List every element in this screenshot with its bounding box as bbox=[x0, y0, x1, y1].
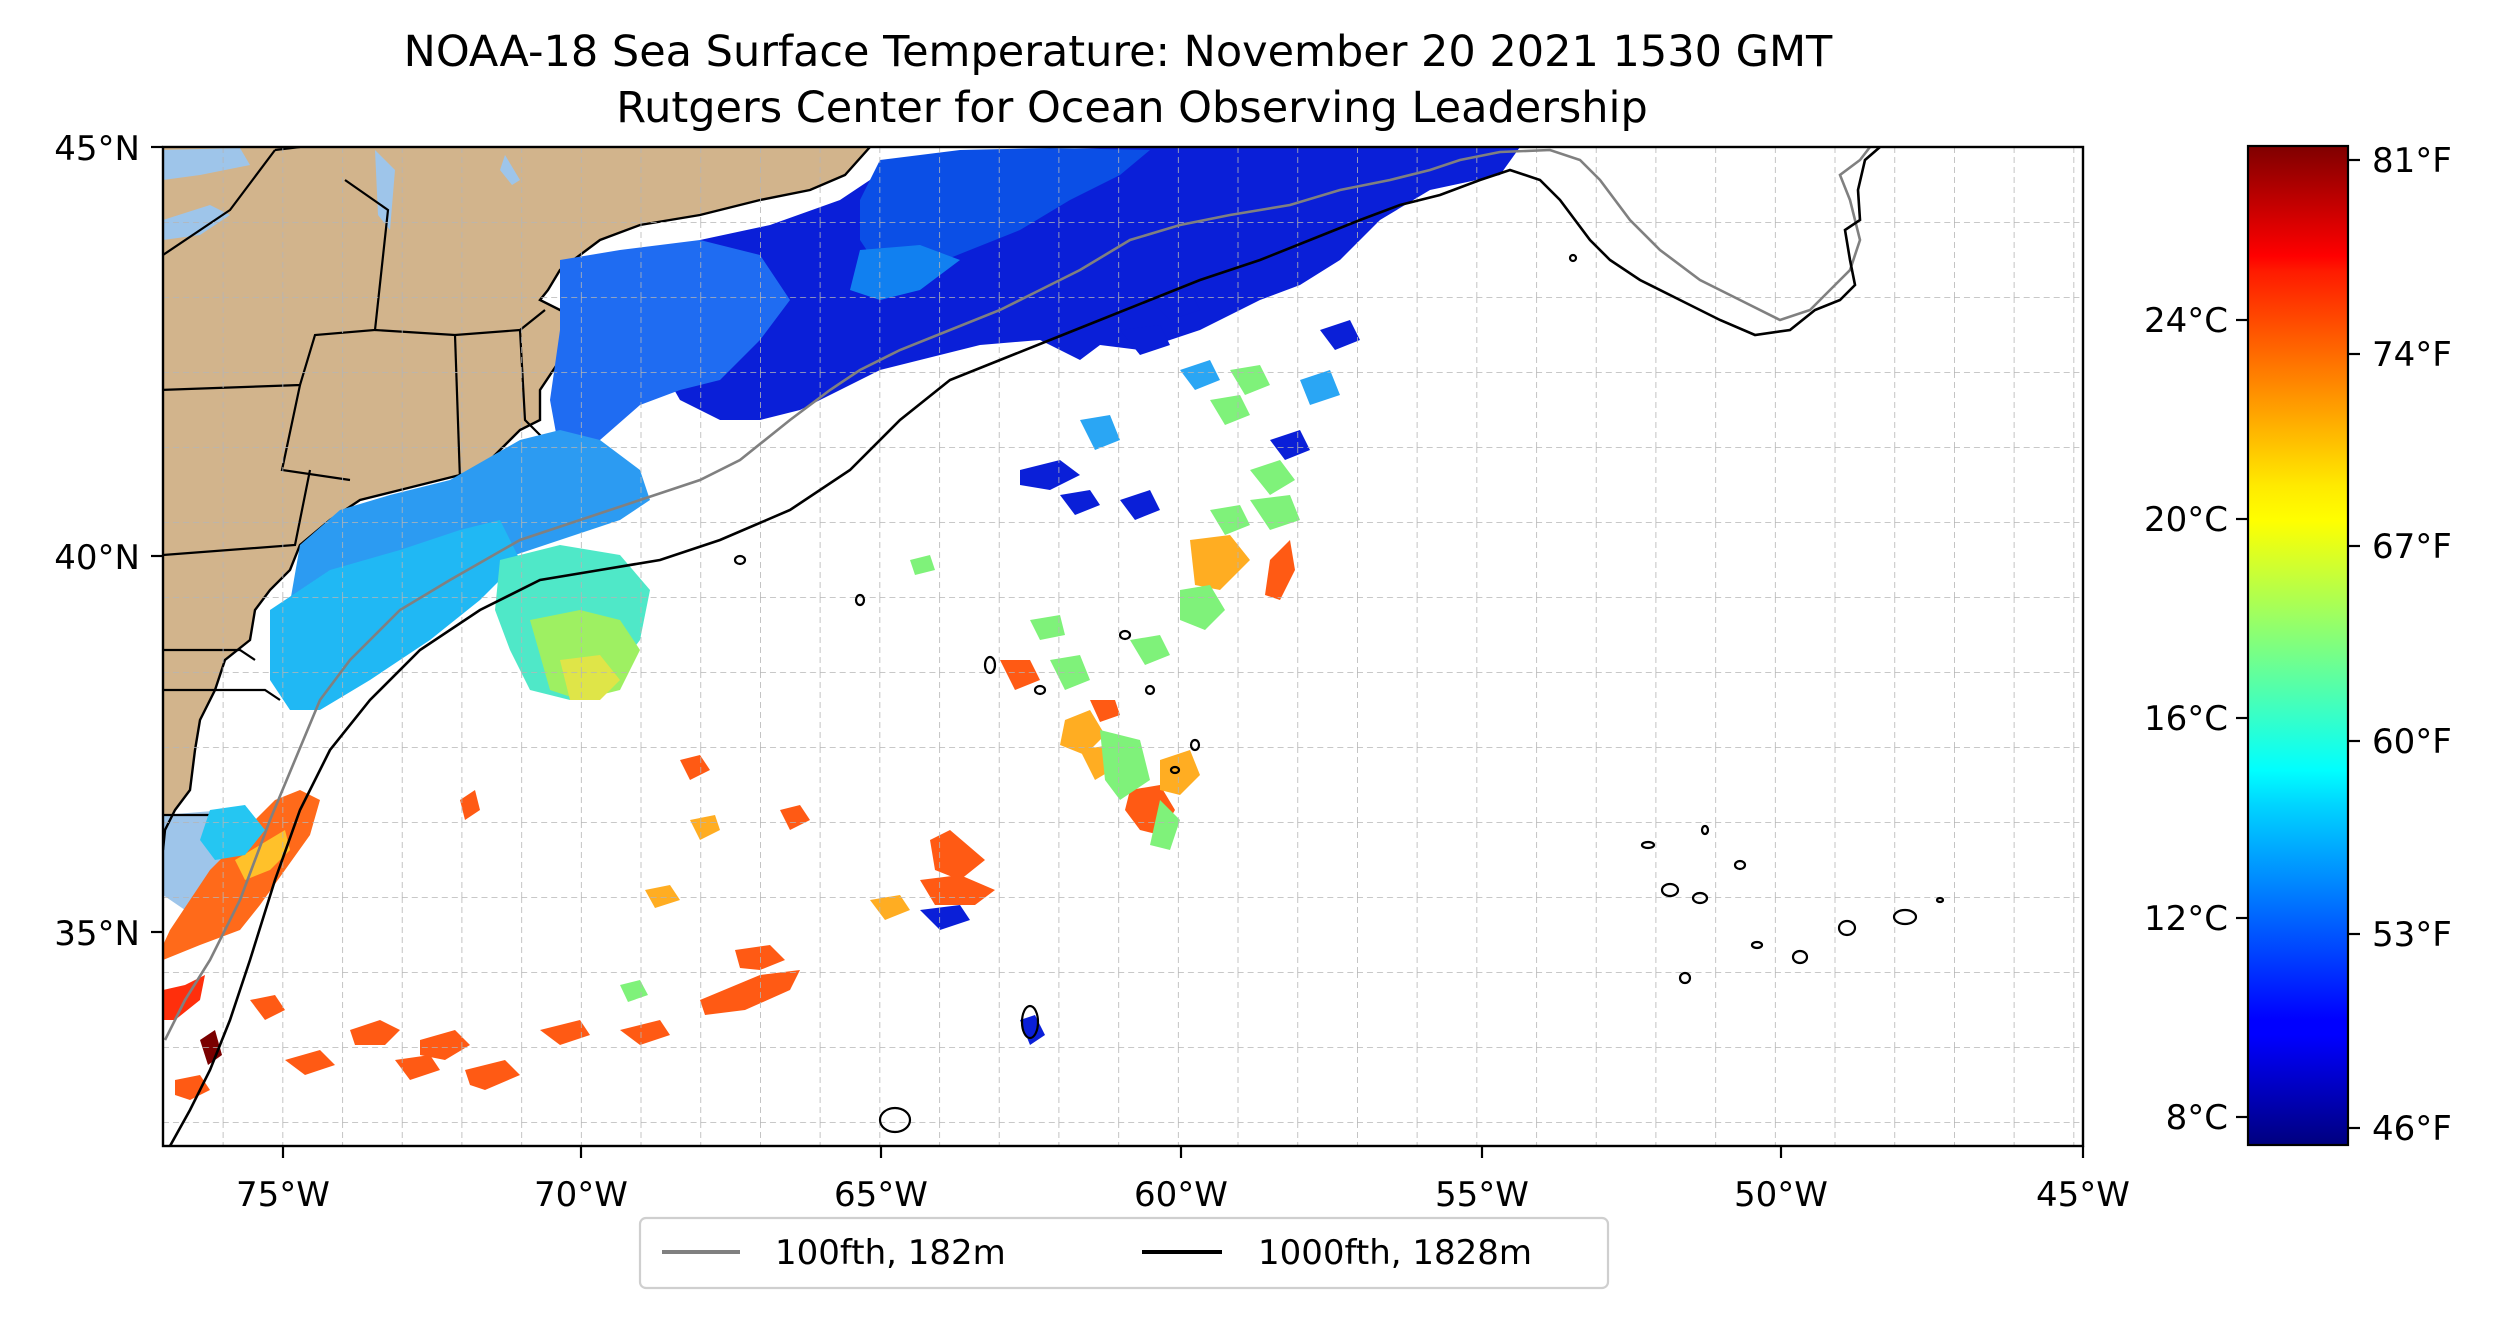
lon-tick-labels: 75°W 70°W 65°W 60°W 55°W 50°W 45°W bbox=[236, 1175, 2130, 1215]
colorbar-celsius-label: 12°C bbox=[2144, 899, 2228, 939]
isobath-1000fth bbox=[168, 147, 1881, 1146]
legend-box bbox=[638, 1216, 1610, 1290]
colorbar-gradient bbox=[2246, 144, 2350, 1147]
lon-axis bbox=[281, 1146, 2085, 1158]
colorbar-ticks bbox=[2236, 158, 2360, 1130]
colorbar-celsius-label: 8°C bbox=[2166, 1098, 2228, 1138]
seamount-contours bbox=[733, 253, 1945, 1134]
colorbar-fahrenheit-label: 46°F bbox=[2372, 1109, 2452, 1149]
isobath-100fth bbox=[163, 147, 1872, 1041]
lon-tick-label: 55°W bbox=[1435, 1175, 1529, 1215]
lon-tick-label: 75°W bbox=[236, 1175, 330, 1215]
lon-tick-label: 45°W bbox=[2036, 1175, 2130, 1215]
chart-subtitle: Rutgers Center for Ocean Observing Leade… bbox=[616, 83, 1648, 133]
chart-title: NOAA-18 Sea Surface Temperature: Novembe… bbox=[404, 27, 1833, 77]
colorbar: 24°C 20°C 16°C 12°C 8°C 81°F 74°F 67°F 6… bbox=[2144, 141, 2452, 1149]
lat-tick-label: 35°N bbox=[54, 914, 140, 954]
legend-label: 100fth, 182m bbox=[775, 1233, 1006, 1273]
legend-label: 1000fth, 1828m bbox=[1258, 1233, 1532, 1273]
lon-tick-label: 60°W bbox=[1134, 1175, 1228, 1215]
map-panel bbox=[163, 147, 2083, 1146]
lon-tick-label: 65°W bbox=[834, 1175, 928, 1215]
legend: 100fth, 182m 1000fth, 1828m bbox=[638, 1216, 1610, 1290]
colorbar-celsius-label: 24°C bbox=[2144, 301, 2228, 341]
lon-tick-label: 70°W bbox=[534, 1175, 628, 1215]
lon-tick-label: 50°W bbox=[1734, 1175, 1828, 1215]
colorbar-celsius-label: 20°C bbox=[2144, 500, 2228, 540]
colorbar-fahrenheit-label: 81°F bbox=[2372, 141, 2452, 181]
lat-tick-label: 45°N bbox=[54, 129, 140, 169]
lat-axis bbox=[151, 145, 163, 934]
graticule bbox=[163, 147, 2083, 1146]
colorbar-fahrenheit-label: 60°F bbox=[2372, 722, 2452, 762]
colorbar-fahrenheit-label: 67°F bbox=[2372, 527, 2452, 567]
colorbar-celsius-label: 16°C bbox=[2144, 699, 2228, 739]
map-frame bbox=[161, 145, 2085, 1148]
colorbar-fahrenheit-label: 74°F bbox=[2372, 335, 2452, 375]
colorbar-fahrenheit-label: 53°F bbox=[2372, 915, 2452, 955]
lat-tick-labels: 45°N 40°N 35°N bbox=[54, 129, 140, 954]
lat-tick-label: 40°N bbox=[54, 538, 140, 578]
